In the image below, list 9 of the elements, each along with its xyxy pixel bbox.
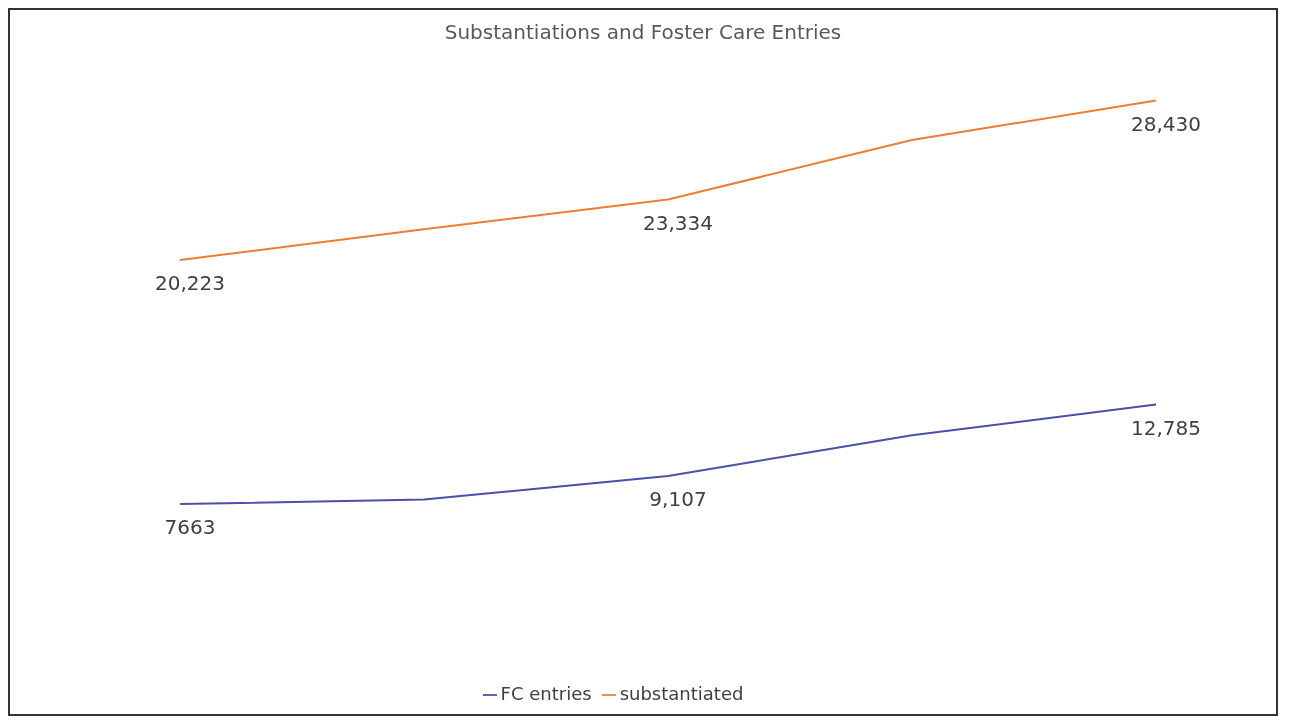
- data-label: 20,223: [155, 271, 225, 295]
- legend-label: substantiated: [619, 683, 744, 704]
- legend-label: FC entries: [500, 683, 592, 704]
- data-label: 28,430: [1131, 111, 1201, 136]
- data-label: 23,334: [643, 210, 713, 235]
- data-label: 7663: [164, 515, 216, 540]
- data-label: 12,785: [1131, 415, 1201, 440]
- data-label: 9,107: [649, 487, 707, 512]
- chart-title: Substantiations and Foster Care Entries: [443, 20, 843, 44]
